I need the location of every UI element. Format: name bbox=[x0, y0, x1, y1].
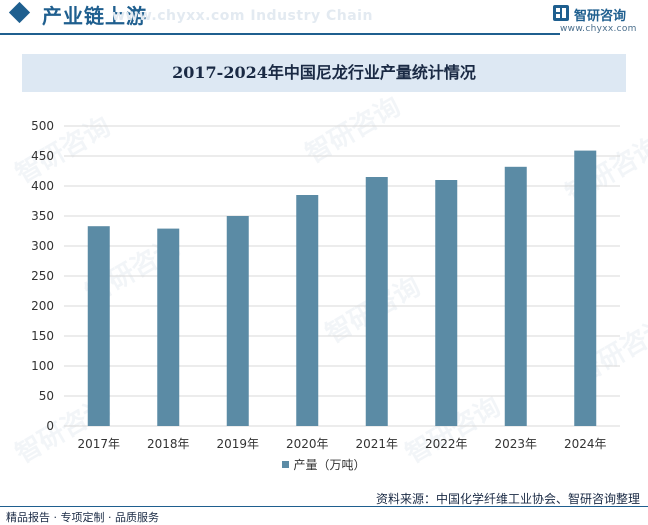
bar bbox=[296, 195, 319, 426]
x-tick-label: 2022年 bbox=[425, 437, 468, 451]
x-tick-label: 2020年 bbox=[286, 437, 329, 451]
footer-tagline: 精品报告 · 专项定制 · 品质服务 bbox=[6, 511, 159, 524]
page-header: 产业链上游 www.chyxx.com Industry Chain bbox=[0, 0, 648, 35]
x-tick-label: 2021年 bbox=[355, 437, 398, 451]
x-tick-label: 2023年 bbox=[494, 437, 537, 451]
legend-swatch bbox=[282, 461, 290, 468]
y-tick-label: 200 bbox=[31, 299, 54, 313]
x-tick-label: 2019年 bbox=[216, 437, 259, 451]
section-title: 产业链上游 bbox=[42, 4, 147, 28]
bar bbox=[574, 150, 597, 426]
footer-divider bbox=[0, 506, 648, 507]
y-tick-label: 300 bbox=[31, 239, 54, 253]
x-tick-label: 2024年 bbox=[564, 437, 607, 451]
diamond-icon bbox=[8, 1, 31, 24]
y-tick-label: 500 bbox=[31, 119, 54, 133]
y-tick-label: 100 bbox=[31, 359, 54, 373]
chart-title-band: 2017-2024年中国尼龙行业产量统计情况 bbox=[22, 54, 626, 92]
y-tick-label: 250 bbox=[31, 269, 54, 283]
y-tick-label: 350 bbox=[31, 209, 54, 223]
x-tick-label: 2018年 bbox=[147, 437, 190, 451]
header-watermark: www.chyxx.com Industry Chain bbox=[112, 8, 373, 24]
brand-url: www.chyxx.com bbox=[560, 24, 637, 34]
brand-name: 智研咨询 bbox=[574, 9, 627, 24]
brand-logo-icon bbox=[553, 5, 569, 21]
legend-label: 产量（万吨） bbox=[293, 458, 366, 472]
chart-legend: 产量（万吨） bbox=[0, 456, 648, 473]
bar bbox=[435, 180, 458, 426]
y-tick-label: 50 bbox=[39, 389, 54, 403]
bar bbox=[226, 216, 249, 426]
bar bbox=[157, 228, 180, 426]
brand-block: 智研咨询 www.chyxx.com bbox=[552, 2, 642, 36]
x-tick-label: 2017年 bbox=[77, 437, 120, 451]
y-tick-label: 0 bbox=[46, 419, 54, 433]
bar bbox=[365, 177, 388, 426]
page-footer: 资料来源：中国化学纤维工业协会、智研咨询整理 精品报告 · 专项定制 · 品质服… bbox=[0, 492, 648, 525]
bar bbox=[504, 166, 527, 427]
bar bbox=[87, 226, 110, 426]
chart-title: 2017-2024年中国尼龙行业产量统计情况 bbox=[172, 63, 476, 82]
y-tick-label: 150 bbox=[31, 329, 54, 343]
source-note: 资料来源：中国化学纤维工业协会、智研咨询整理 bbox=[375, 492, 640, 506]
y-tick-label: 400 bbox=[31, 179, 54, 193]
bar-chart: 0 50 100 150 200 250 300 350 400 450 500 2017年 2018年… bbox=[31, 119, 620, 451]
header-divider bbox=[0, 33, 560, 35]
y-tick-label: 450 bbox=[31, 149, 54, 163]
